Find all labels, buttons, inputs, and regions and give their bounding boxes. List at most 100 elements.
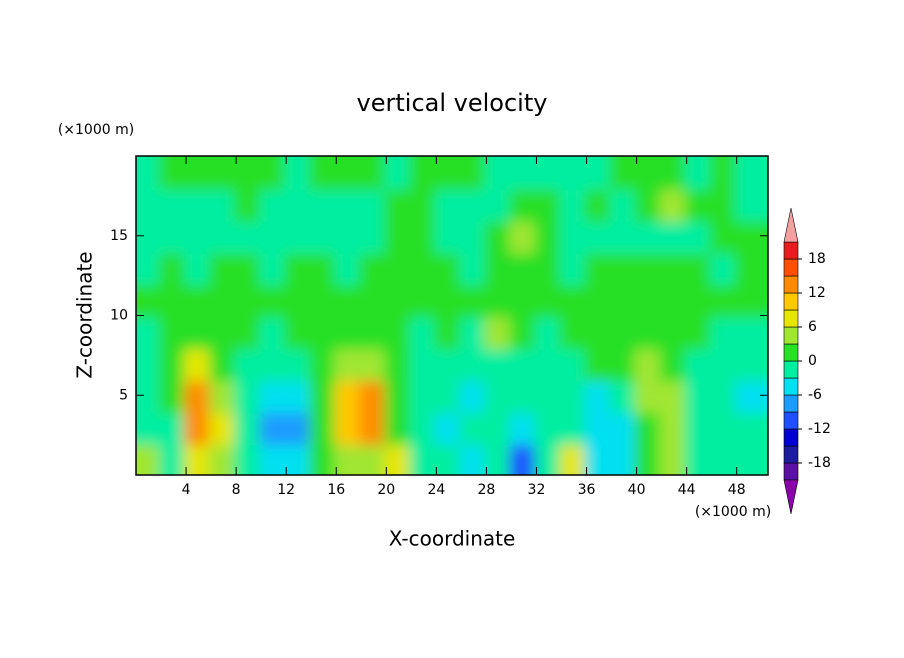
colorbar-box [783, 241, 799, 260]
cell [359, 377, 389, 414]
cell [334, 409, 364, 446]
cell [159, 217, 189, 254]
cell [184, 345, 214, 382]
cell [534, 377, 564, 414]
cell [334, 345, 364, 382]
cell [559, 377, 589, 414]
cell [434, 156, 464, 190]
colorbar-box [783, 275, 799, 294]
cell [359, 441, 389, 475]
cell [634, 441, 664, 475]
cell [584, 156, 614, 190]
cell [584, 185, 614, 222]
cell [409, 441, 439, 475]
cell [409, 409, 439, 446]
cell [459, 441, 489, 475]
cell [284, 409, 314, 446]
cell [434, 217, 464, 254]
cell [284, 156, 314, 190]
cell [509, 281, 539, 318]
cell [434, 441, 464, 475]
cell [334, 156, 364, 190]
cell [659, 185, 689, 222]
cell [159, 409, 189, 446]
cell [309, 249, 339, 286]
cell [659, 377, 689, 414]
cell [559, 409, 589, 446]
cell [584, 409, 614, 446]
colorbar-tick-label: -12 [808, 421, 831, 437]
cell [184, 441, 214, 475]
cell [334, 281, 364, 318]
cell [709, 441, 739, 475]
cell [409, 156, 439, 190]
cell [434, 281, 464, 318]
cell [259, 249, 289, 286]
cell [734, 156, 768, 190]
cell [434, 249, 464, 286]
cell [509, 409, 539, 446]
cell [259, 441, 289, 475]
cell [309, 156, 339, 190]
cell [259, 313, 289, 350]
cell [434, 377, 464, 414]
colorbar-tick-label: 6 [808, 319, 817, 335]
cell [284, 249, 314, 286]
cell [684, 156, 714, 190]
cell [484, 313, 514, 350]
chart-title: vertical velocity [357, 89, 548, 117]
cell [509, 185, 539, 222]
cell [136, 281, 164, 318]
cell [309, 217, 339, 254]
cell [259, 185, 289, 222]
cell [634, 185, 664, 222]
cell [184, 377, 214, 414]
cell [609, 156, 639, 190]
cell [709, 156, 739, 190]
cell [209, 281, 239, 318]
cell [136, 185, 164, 222]
cell [634, 156, 664, 190]
cell [634, 409, 664, 446]
field [136, 156, 768, 475]
colorbar-tick-label: -6 [808, 387, 822, 403]
cell [584, 217, 614, 254]
colorbar-box [783, 309, 799, 328]
cell [559, 441, 589, 475]
cell [384, 217, 414, 254]
cell [359, 281, 389, 318]
cell [284, 185, 314, 222]
cell [209, 217, 239, 254]
cell [684, 345, 714, 382]
cell [559, 281, 589, 318]
cell [534, 281, 564, 318]
cell [459, 313, 489, 350]
cell [659, 249, 689, 286]
cell [484, 281, 514, 318]
cell [309, 441, 339, 475]
cell [684, 441, 714, 475]
cell [259, 281, 289, 318]
cell [184, 185, 214, 222]
cell [734, 185, 768, 222]
cell [209, 185, 239, 222]
cell [609, 345, 639, 382]
cell [284, 345, 314, 382]
cells [136, 156, 768, 475]
cell [534, 409, 564, 446]
cell [259, 409, 289, 446]
cell [534, 345, 564, 382]
colorbar-over [783, 207, 799, 243]
cell [409, 377, 439, 414]
cell [559, 217, 589, 254]
cell [234, 185, 264, 222]
colorbar-box [783, 326, 799, 345]
cell [534, 217, 564, 254]
cell [584, 345, 614, 382]
cell [334, 313, 364, 350]
cell [459, 156, 489, 190]
cell [484, 217, 514, 254]
cell [234, 249, 264, 286]
cell [634, 217, 664, 254]
